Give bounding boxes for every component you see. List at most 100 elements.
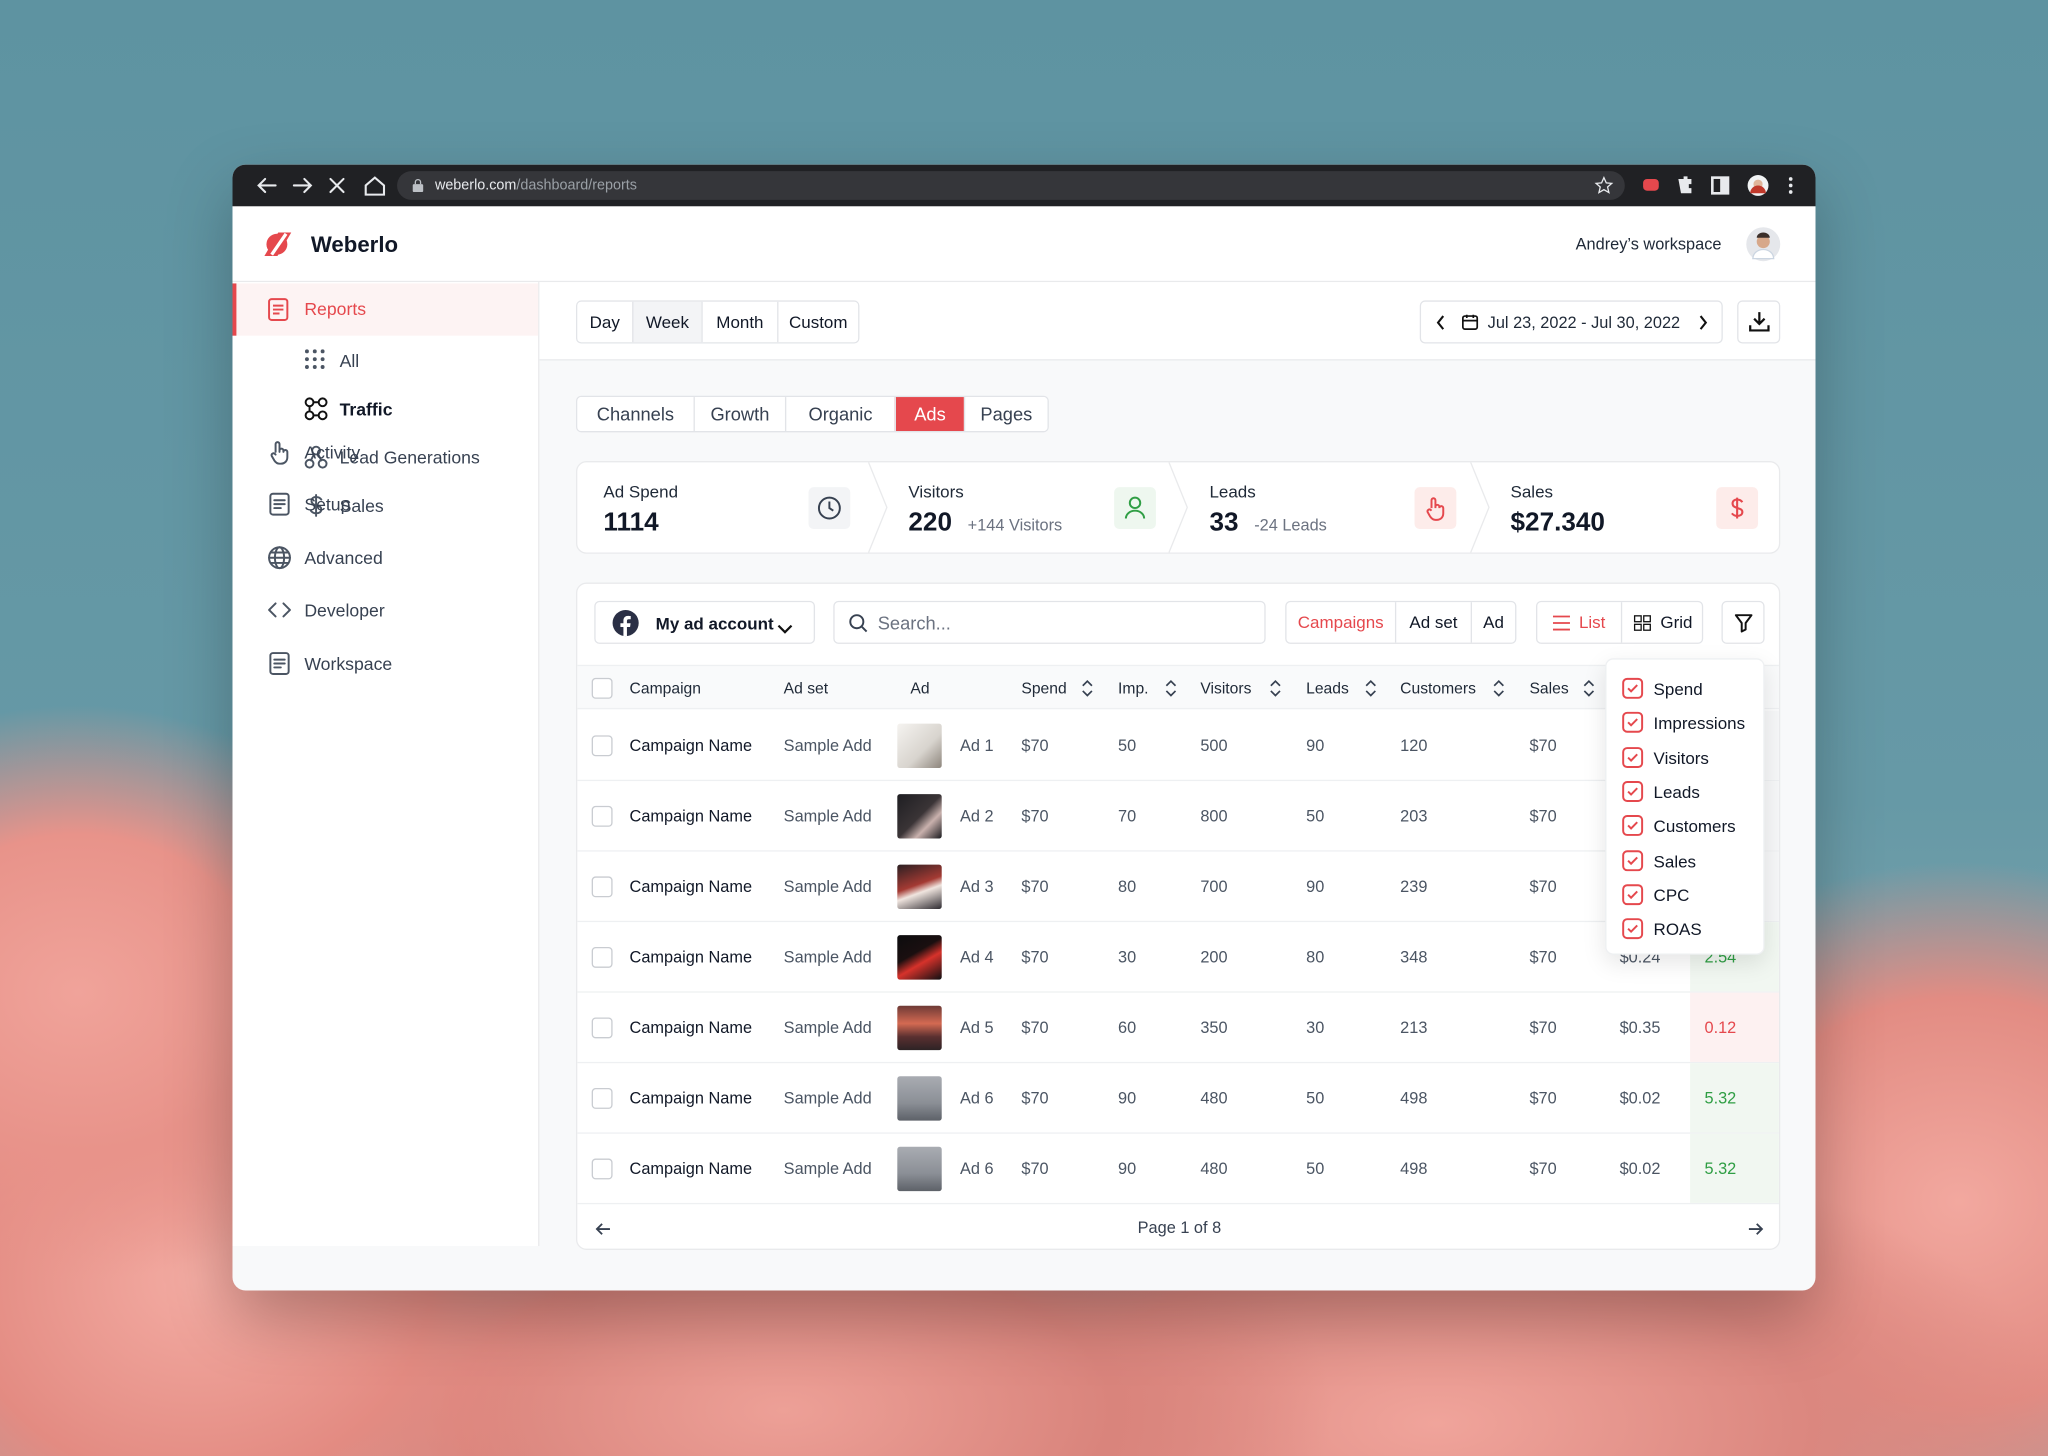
star-icon[interactable]: [1594, 176, 1614, 194]
nav-item[interactable]: Advanced: [232, 532, 538, 584]
stat-icon-glyph-svg: [1730, 497, 1743, 519]
nav-icon: [268, 598, 292, 628]
sort-icon-svg: [1493, 679, 1504, 697]
column-header[interactable]: Visitors: [1200, 679, 1252, 698]
table-row[interactable]: Campaign Name Sample Add Ad 5 $70 60 350 30 213…: [577, 992, 1779, 1064]
channel-tab[interactable]: Channels: [577, 397, 694, 432]
column-header[interactable]: Spend: [1021, 679, 1067, 698]
column-option[interactable]: Impressions: [1607, 707, 1764, 738]
option-checkbox-svg: [1622, 780, 1644, 802]
nav-label: Workspace: [304, 654, 393, 674]
nav-subitem[interactable]: Sales: [232, 486, 538, 525]
period-button[interactable]: Custom: [777, 301, 859, 343]
sort-icon-svg: [1082, 679, 1093, 697]
stat-value-row: $27.340: [1511, 509, 1605, 535]
nav-item[interactable]: Developer: [232, 584, 538, 636]
level-button[interactable]: Ad: [1470, 602, 1515, 643]
user-avatar[interactable]: [1746, 227, 1781, 262]
nav-subitem[interactable]: Lead Generations: [232, 438, 538, 477]
row-checkbox[interactable]: [591, 735, 613, 757]
period-button[interactable]: Week: [632, 301, 702, 343]
column-header[interactable]: Customers: [1400, 679, 1476, 698]
column-option[interactable]: Customers: [1607, 810, 1764, 841]
search-box[interactable]: Search...: [833, 600, 1266, 644]
extension-icons[interactable]: [1643, 175, 1806, 196]
stat-divider-svg: [1469, 462, 1490, 553]
table-row[interactable]: Campaign Name Sample Add Ad 2 $70 70 800 50 203…: [577, 781, 1779, 852]
stat-icon: [808, 487, 851, 529]
channel-tab[interactable]: Organic: [784, 397, 895, 432]
channel-tab[interactable]: Pages: [963, 397, 1048, 432]
option-checkbox: [1622, 883, 1644, 911]
table-row[interactable]: Campaign Name Sample Add Ad 6 $70 90 480 50 498…: [577, 1063, 1779, 1134]
table-row[interactable]: Campaign Name Sample Add Ad 3 $70 80 700 90 239…: [577, 851, 1779, 923]
option-checkbox: [1622, 918, 1644, 945]
period-button[interactable]: Month: [701, 301, 778, 343]
stat-divider: [1469, 462, 1491, 559]
stat-value-row: 1114: [603, 509, 658, 535]
nav-subitem[interactable]: All: [232, 341, 538, 380]
workspace-name[interactable]: Andrey’s workspace: [1575, 235, 1722, 254]
option-checkbox-svg: [1622, 883, 1644, 905]
select-all-checkbox[interactable]: [591, 677, 613, 699]
stat-divider: [867, 462, 889, 559]
channel-tab[interactable]: Ads: [894, 397, 964, 432]
nav-item[interactable]: Workspace: [232, 637, 538, 689]
view-button[interactable]: Grid: [1620, 602, 1702, 643]
nav-icon-svg: [268, 602, 291, 618]
nav-item[interactable]: Setup: [232, 478, 538, 530]
search-icon-svg: [849, 614, 868, 633]
nav-icon: [268, 440, 292, 470]
row-checkbox[interactable]: [591, 805, 613, 827]
row-checkbox[interactable]: [591, 946, 613, 968]
prev-page[interactable]: [595, 1220, 612, 1244]
level-button[interactable]: Ad set: [1394, 602, 1471, 643]
period-button[interactable]: Day: [577, 301, 633, 343]
column-option[interactable]: Visitors: [1607, 741, 1764, 772]
nav-item-active[interactable]: Reports: [232, 283, 539, 336]
view-label: List: [1578, 612, 1606, 633]
level-button[interactable]: Campaigns: [1297, 612, 1384, 633]
table-cell: 50: [1306, 1089, 1325, 1108]
stat-icon-glyph-svg: [817, 496, 841, 520]
nav-icon-svg: [304, 349, 325, 369]
column-header: Ad: [910, 679, 930, 698]
view-button[interactable]: List: [1537, 602, 1621, 642]
next-page[interactable]: [1748, 1220, 1764, 1244]
browser-toolbar: weberlo.com/dashboard/reports: [232, 164, 1816, 207]
nav-item[interactable]: Activity: [232, 426, 538, 478]
column-option[interactable]: Leads: [1607, 776, 1764, 807]
table-row[interactable]: Campaign Name Sample Add Ad 4 $70 30 200 80 348…: [577, 922, 1779, 993]
column-header[interactable]: Sales: [1529, 679, 1569, 698]
table-cell: 70: [1118, 807, 1137, 826]
column-option[interactable]: Sales: [1607, 844, 1764, 875]
address-bar[interactable]: weberlo.com/dashboard/reports: [397, 171, 1625, 200]
option-checkbox: [1622, 677, 1644, 705]
table-row[interactable]: Campaign Name Sample Add Ad 6 $70 90 480 50 498…: [577, 1133, 1779, 1205]
stat-icon: [1113, 487, 1156, 529]
column-option[interactable]: ROAS: [1607, 913, 1764, 944]
column-header[interactable]: Leads: [1306, 679, 1349, 698]
account-select[interactable]: My ad account: [594, 600, 816, 644]
column-option[interactable]: CPC: [1607, 879, 1764, 910]
stat-delta: -24 Leads: [1254, 515, 1327, 535]
table-row[interactable]: Campaign Name Sample Add Ad 1 $70 50 500 90 120…: [577, 710, 1779, 782]
table-cell: Sample Add: [783, 1159, 872, 1179]
filter-button[interactable]: [1721, 600, 1765, 644]
row-checkbox[interactable]: [591, 1158, 613, 1180]
row-checkbox[interactable]: [591, 876, 613, 898]
row-checkbox[interactable]: [591, 1017, 613, 1039]
date-range-picker[interactable]: Jul 23, 2022 - Jul 30, 2022: [1419, 300, 1723, 344]
stat-value: 220: [908, 508, 952, 537]
logo-text[interactable]: Weberlo: [310, 232, 399, 258]
download-button[interactable]: [1737, 300, 1781, 344]
column-header[interactable]: Imp.: [1118, 679, 1149, 698]
option-label: Visitors: [1653, 747, 1709, 768]
column-option[interactable]: Spend: [1607, 673, 1764, 704]
row-checkbox[interactable]: [591, 1087, 613, 1109]
channel-tab[interactable]: Growth: [693, 397, 785, 432]
nav-icons[interactable]: [256, 175, 387, 196]
nav-subitem[interactable]: Traffic: [232, 389, 538, 428]
stat-delta: +144 Visitors: [967, 515, 1063, 535]
table-cell: Campaign Name: [629, 736, 753, 755]
